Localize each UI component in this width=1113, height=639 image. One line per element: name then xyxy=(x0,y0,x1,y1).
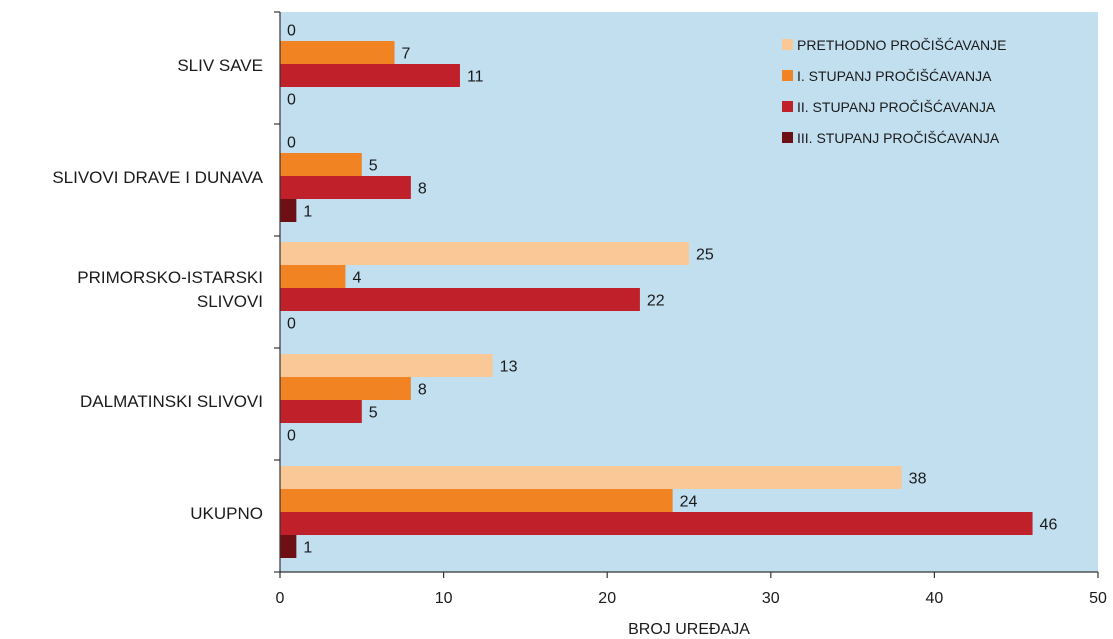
bar-value-label: 0 xyxy=(287,23,296,40)
axes-group: 0 10 20 30 40 50 xyxy=(274,11,1107,607)
bar xyxy=(280,489,673,512)
bar-value-label: 1 xyxy=(303,204,312,221)
bar xyxy=(280,64,460,87)
bar-value-label: 38 xyxy=(909,471,927,488)
bar-value-label: 0 xyxy=(287,92,296,109)
category-labels-group: SLIV SAVE SLIVOVI DRAVE I DUNAVA PRIMORSKO… xyxy=(52,56,263,523)
bar xyxy=(280,377,411,400)
bar xyxy=(280,512,1033,535)
bar-value-label: 11 xyxy=(467,69,484,86)
bar-value-label: 13 xyxy=(500,359,518,376)
category-label: SLIVOVI xyxy=(197,292,263,311)
bar-value-label: 46 xyxy=(1040,517,1058,534)
category-label: UKUPNO xyxy=(190,504,263,523)
bar-value-label: 0 xyxy=(287,316,296,333)
bars-group xyxy=(280,41,1033,558)
bar-value-label: 25 xyxy=(696,247,714,264)
x-axis-title: BROJ UREĐAJA xyxy=(628,621,750,638)
bar xyxy=(280,242,689,265)
category-label: SLIV SAVE xyxy=(177,56,263,75)
bar xyxy=(280,199,297,222)
bar-value-label: 8 xyxy=(418,181,427,198)
bar-value-label: 22 xyxy=(647,293,665,310)
bar xyxy=(280,535,297,558)
bar-value-label: 0 xyxy=(287,428,296,445)
x-tick-label: 30 xyxy=(762,590,780,607)
legend-label: I. STUPANJ PROČIŠĆAVANJA xyxy=(797,68,992,84)
category-label: PRIMORSKO-ISTARSKI xyxy=(77,268,263,287)
bar xyxy=(280,354,493,377)
bar xyxy=(280,288,640,311)
category-label: SLIVOVI DRAVE I DUNAVA xyxy=(52,168,263,187)
x-tick-label: 0 xyxy=(276,590,285,607)
x-tick-label: 20 xyxy=(598,590,616,607)
legend: PRETHODNO PROČIŠĆAVANJE I. STUPANJ PROČIŠ… xyxy=(782,37,1007,146)
legend-swatch xyxy=(782,39,793,50)
legend-label: III. STUPANJ PROČIŠĆAVANJA xyxy=(797,130,1000,146)
legend-label: PRETHODNO PROČIŠĆAVANJE xyxy=(797,37,1007,53)
bar xyxy=(280,176,411,199)
category-label: DALMATINSKI SLIVOVI xyxy=(80,392,263,411)
legend-swatch xyxy=(782,132,793,143)
bar xyxy=(280,400,362,423)
value-labels-group: 0 7 11 0 0 5 8 1 25 4 22 0 13 8 5 0 38 24 46 1 xyxy=(287,23,1057,557)
legend-swatch xyxy=(782,101,793,112)
bar xyxy=(280,41,395,64)
x-tick-label: 10 xyxy=(435,590,453,607)
bar-value-label: 5 xyxy=(369,405,378,422)
x-tick-label: 50 xyxy=(1089,590,1107,607)
bar-value-label: 1 xyxy=(303,540,312,557)
bar-value-label: 0 xyxy=(287,135,296,152)
bar-value-label: 24 xyxy=(680,494,698,511)
bar xyxy=(280,153,362,176)
bar-value-label: 8 xyxy=(418,382,427,399)
legend-label: II. STUPANJ PROČIŠĆAVANJA xyxy=(797,99,996,115)
bar-value-label: 7 xyxy=(402,46,411,63)
bar-value-label: 5 xyxy=(369,158,378,175)
x-tick-label: 40 xyxy=(926,590,944,607)
bar xyxy=(280,265,346,288)
legend-swatch xyxy=(782,70,793,81)
bar xyxy=(280,466,902,489)
bar-value-label: 4 xyxy=(352,270,361,287)
